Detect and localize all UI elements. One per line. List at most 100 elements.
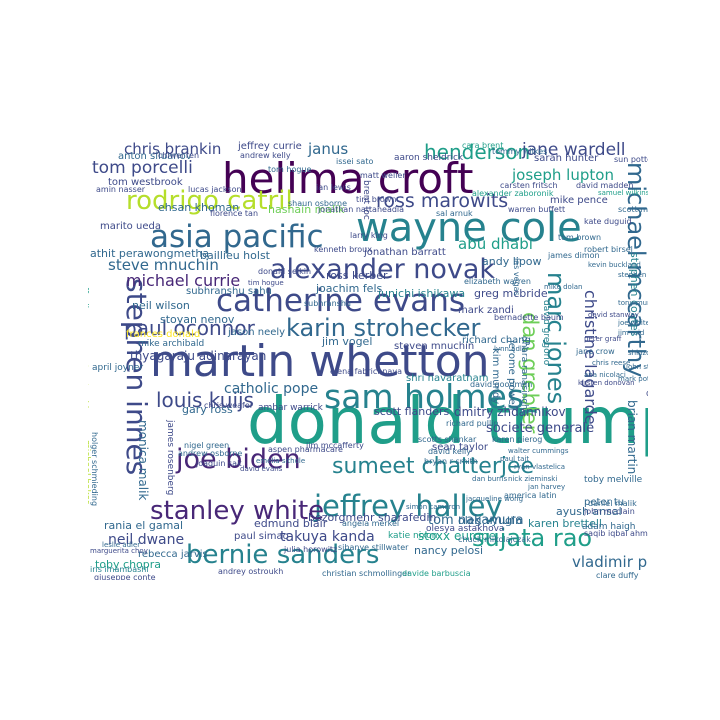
word-david-evans: david evans: [240, 465, 283, 473]
word-peter-graff: peter graff: [584, 335, 622, 343]
word-jim-mccafferty: jim mccafferty: [306, 441, 364, 450]
word-sun-potter: sun potter: [614, 155, 648, 164]
word-jane-crow: jane crow: [576, 347, 615, 356]
word-sarah-hunter: sarah hunter: [534, 153, 599, 164]
word-karin-strohecker: karin strohecker: [286, 314, 481, 342]
word-lynn-adler: lynn adler: [494, 345, 530, 353]
word-jan-harvey: jan harvey: [528, 483, 566, 491]
word-peter-tu: peter tu: [584, 497, 625, 508]
word-carsten-fritsch: carsten fritsch: [500, 181, 558, 190]
word-diego-parrilla: diego parrilla: [646, 390, 648, 399]
word-subhranshu-sahu: subhranshu sahu: [186, 286, 272, 297]
word-abu-dhabi: abu dhabi: [458, 235, 533, 253]
word-steve-mnuchin: steve mnuchin: [108, 256, 219, 274]
word-shaun-osborne: shaun osborne: [288, 199, 347, 208]
word-iris-imambashi: iris imambashi: [90, 565, 149, 574]
word-ian-lewis: ian lewis: [316, 183, 351, 192]
word-america-latin: america latin: [504, 491, 557, 500]
word-chuck-mikolajczak: chuck mikolajczak: [458, 535, 531, 544]
word-asia-pacific: asia pacific: [150, 219, 324, 255]
word-richard-pullin: richard pullin: [446, 419, 499, 428]
word-christian-schmollinger: christian schmollinger: [322, 569, 411, 578]
word-joaquin-sak: joaquin sak: [196, 459, 242, 468]
word-nick-zieminski: nick zieminski: [508, 475, 558, 483]
word-paul-simao: paul simao: [234, 531, 289, 542]
word-tom-porcelli: tom porcelli: [92, 158, 193, 178]
word-james-rosenberg: james rosenberg: [165, 420, 175, 496]
word-helima-croft: helima croft: [222, 154, 474, 203]
word-chris-brankin: chris brankin: [124, 140, 222, 158]
word-paul-oconnor: paul oconnor: [124, 316, 255, 340]
word-tim-hogue: tim hogue: [248, 279, 284, 287]
word-anton-siluanov: anton siluanov: [118, 151, 192, 162]
word-scott-morrison: scott morrison: [618, 205, 648, 214]
word-tommy-wilkes: tommy wilkes: [492, 147, 548, 156]
word-karen-brettell: karen brettell: [528, 517, 602, 530]
word-aspen-pharmacare: aspen pharmacare: [268, 445, 343, 454]
word-ross-marowits: ross marowits: [376, 190, 509, 212]
word-tom-hogue: tom hogue: [268, 165, 312, 174]
word-shinzo-abe: shinzo abe: [628, 349, 648, 357]
word-toby-chopra: toby chopra: [95, 558, 162, 571]
word-ehsan-khoman: ehsan khoman: [158, 201, 240, 214]
word-sean-taylor: sean taylor: [432, 442, 488, 453]
word-mike-archibald: mike archibald: [138, 339, 205, 349]
word-cara-brent: cara brent: [462, 141, 504, 150]
word-jim-reid: jim reid: [618, 329, 645, 337]
word-nancy-pelosi: nancy pelosi: [414, 544, 484, 557]
word-toby-melville: toby melville: [584, 475, 643, 485]
word-donald-trump: donald trump: [247, 385, 648, 459]
word-nigel-green: nigel green: [184, 441, 230, 450]
word-karen-pierog: karen pierog: [492, 435, 543, 444]
word-holger-schmieding: holger schmieding: [90, 432, 99, 507]
word-david-goodman: david goodman: [470, 380, 533, 389]
word-mike-pence: mike pence: [550, 195, 608, 206]
word-bernie-sanders: bernie sanders: [186, 540, 380, 570]
word-mark-zandi: mark zandi: [458, 305, 514, 316]
word-katie-nixon: katie nixon: [388, 531, 438, 541]
word-rania-el-gamal: rania el gamal: [104, 519, 184, 532]
word-societe-generale: societe generale: [486, 421, 595, 436]
word-oleg-vyugin: oleg vyugin: [458, 514, 523, 527]
word-martin-whetton: martin whetton: [150, 336, 490, 387]
word-sal-arnuk: sal arnuk: [436, 209, 473, 218]
word-florence-tan: florence tan: [210, 209, 259, 218]
word-walter-cummings: walter cummings: [508, 447, 569, 455]
word-marguerita-choy: marguerita choy: [90, 547, 148, 555]
word-greg-mcbride: greg mcbride: [474, 287, 548, 300]
word-david-stanway: david stanway: [588, 311, 639, 319]
word-ana-nicolaci: ana nicolaci: [584, 371, 626, 379]
word-david-madden: david madden: [576, 181, 634, 190]
word-scotts-shankar: scotts shankar: [418, 435, 477, 444]
word-takuya-kanda: takuya kanda: [280, 529, 375, 545]
word-subhranshu: subhranshu: [304, 299, 351, 308]
word-thyagaraju-adinarayan: thyagaraju adinarayan: [130, 349, 267, 363]
word-daniel-malik: daniel malik: [588, 499, 637, 508]
word-andrey-ostroukh: andrey ostroukh: [218, 567, 284, 576]
word-vladimir-putin: vladimir putin: [572, 553, 648, 571]
word-clare-duffy: clare duffy: [596, 571, 639, 580]
word-angela-merkel: angela merkel: [342, 519, 400, 528]
word-paul-tait: paul tait: [500, 455, 530, 463]
word-simon-cameron: simon cameron: [406, 503, 461, 511]
word-joe-white: joe white: [618, 319, 648, 327]
word-olesya-astakhova: olesya astakhova: [426, 524, 505, 534]
word-jim-vogel: jim vogel: [322, 335, 373, 348]
word-ryan-vlastelica: ryan vlastelica: [514, 463, 566, 471]
word-matt-weller: matt weller: [360, 171, 406, 180]
word-marito-ueda: marito ueda: [100, 221, 161, 232]
word-jason-neely: jason neely: [228, 327, 286, 338]
word-issei-sato: issei sato: [336, 157, 374, 166]
word-brian-martin: brian martin: [625, 400, 639, 475]
word-stoyan-nenov: stoyan nenov: [160, 313, 235, 326]
word-donald-selkin: donald selkin: [258, 267, 312, 276]
word-ayush-ansal: ayush ansal: [556, 505, 622, 518]
word-bryan-r-smith: bryan r smith: [424, 457, 478, 466]
word-chris-reese: chris reese: [592, 359, 631, 367]
word-bernadette-baum: bernadette baum: [494, 313, 564, 322]
word-sujata-rao: sujata rao: [472, 524, 593, 552]
word-alexander-zaboronik: alexander zaboronik: [472, 189, 554, 198]
word-tom-brown: tom brown: [558, 233, 602, 242]
word-aaron-sheldrick: aaron sheldrick: [394, 153, 464, 163]
word-catholic-pope: catholic pope: [224, 381, 319, 397]
